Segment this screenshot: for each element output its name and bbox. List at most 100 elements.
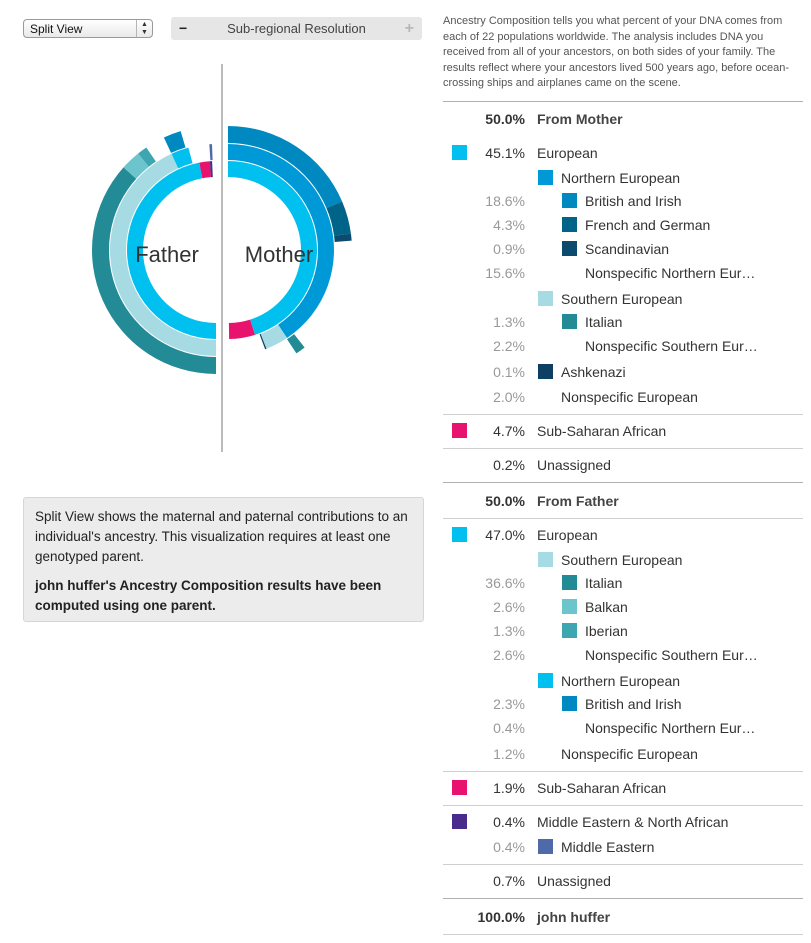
father-iberian-arc[interactable]: [138, 147, 156, 167]
table-row[interactable]: 0.1% Ashkenazi: [443, 360, 803, 384]
table-row[interactable]: 1.3% Iberian: [443, 619, 803, 643]
color-swatch: [562, 241, 577, 256]
row-percent: 1.3%: [493, 623, 525, 639]
color-swatch: [562, 217, 577, 232]
color-swatch: [538, 364, 553, 379]
select-arrows-icon: ▲ ▼: [136, 20, 152, 37]
table-row[interactable]: 1.9% Sub-Saharan African: [443, 776, 803, 800]
row-percent: 36.6%: [485, 575, 525, 591]
mother-french-german-arc[interactable]: [326, 201, 351, 236]
father-balkan-arc[interactable]: [123, 153, 149, 179]
color-swatch: [452, 423, 467, 438]
row-label: Nonspecific Northern Eur…: [585, 265, 756, 281]
mother-scandinavian-arc[interactable]: [334, 233, 352, 242]
color-swatch: [452, 780, 467, 795]
father-label: Father: [135, 242, 199, 267]
row-label: Nonspecific European: [561, 389, 698, 405]
row-percent: 0.9%: [493, 241, 525, 257]
table-row[interactable]: 2.3% British and Irish: [443, 692, 803, 716]
sunburst-svg: Father Mother: [91, 64, 352, 452]
row-label: From Mother: [537, 111, 623, 127]
table-row[interactable]: 2.6% Balkan: [443, 595, 803, 619]
row-percent: 2.0%: [493, 389, 525, 405]
table-row[interactable]: 36.6% Italian: [443, 571, 803, 595]
table-row[interactable]: 0.4% Nonspecific Northern Eur…: [443, 716, 803, 740]
row-label: European: [537, 145, 598, 161]
row-percent: 0.7%: [493, 873, 525, 889]
row-label: European: [537, 527, 598, 543]
table-row[interactable]: Southern European: [443, 287, 803, 311]
color-swatch: [452, 814, 467, 829]
father-southern-european-arc[interactable]: [109, 153, 216, 356]
father-sub-saharan-arc[interactable]: [199, 161, 211, 179]
table-row[interactable]: 0.4% Middle Eastern & North African: [443, 810, 803, 834]
table-row[interactable]: Southern European: [443, 548, 803, 572]
row-percent: 18.6%: [485, 193, 525, 209]
row-label: Ashkenazi: [561, 364, 626, 380]
row-percent: 1.2%: [493, 746, 525, 762]
row-percent: 2.2%: [493, 338, 525, 354]
row-label: Southern European: [561, 291, 683, 307]
increase-resolution-button[interactable]: +: [404, 20, 414, 37]
table-row[interactable]: 0.9% Scandinavian: [443, 237, 803, 261]
table-row[interactable]: 0.4% Middle Eastern: [443, 835, 803, 859]
table-separator: [443, 934, 803, 935]
view-select-value: Split View: [30, 22, 83, 36]
father-northern-european-arc[interactable]: [171, 147, 193, 169]
father-middle-eastern-sub-arc[interactable]: [209, 144, 213, 161]
father-middle-eastern-arc[interactable]: [209, 161, 213, 178]
mother-southern-european-arc[interactable]: [260, 324, 288, 349]
table-row[interactable]: 4.3% French and German: [443, 213, 803, 237]
view-select[interactable]: Split View ▲ ▼: [23, 19, 153, 38]
table-row[interactable]: 47.0% European: [443, 523, 803, 547]
mother-northern-european-arc[interactable]: [228, 144, 334, 339]
row-label: Northern European: [561, 673, 681, 689]
table-row[interactable]: 2.6% Nonspecific Southern Eur…: [443, 643, 803, 667]
father-british-irish-arc[interactable]: [163, 131, 186, 153]
row-label: Unassigned: [537, 873, 611, 889]
table-separator: [443, 414, 803, 415]
row-percent: 1.9%: [493, 780, 525, 796]
table-row[interactable]: 0.7% Unassigned: [443, 869, 803, 893]
mother-label: Mother: [245, 242, 313, 267]
mother-italian-arc[interactable]: [287, 334, 305, 354]
table-row[interactable]: 0.2% Unassigned: [443, 453, 803, 477]
row-label: Nonspecific Northern Eur…: [585, 720, 756, 736]
mother-ashkenazi-arc[interactable]: [259, 333, 267, 350]
mother-european-arc[interactable]: [228, 161, 317, 335]
row-percent: 15.6%: [485, 265, 525, 281]
decrease-resolution-button[interactable]: −: [179, 20, 188, 36]
father-european-arc[interactable]: [127, 162, 216, 339]
row-percent: 2.6%: [493, 599, 525, 615]
row-percent: 0.4%: [493, 814, 525, 830]
table-row[interactable]: Northern European: [443, 669, 803, 693]
table-row[interactable]: 1.2% Nonspecific European: [443, 742, 803, 766]
row-label: Sub-Saharan African: [537, 423, 667, 439]
table-heading-row: 50.0% From Mother: [443, 107, 803, 131]
table-row[interactable]: 2.2% Nonspecific Southern Eur…: [443, 334, 803, 358]
table-row[interactable]: 2.0% Nonspecific European: [443, 385, 803, 409]
table-row[interactable]: 45.1% European: [443, 141, 803, 165]
split-view-info-box: Split View shows the maternal and patern…: [23, 497, 424, 622]
row-label: Southern European: [561, 552, 683, 568]
row-percent: 0.4%: [493, 839, 525, 855]
row-label: Nonspecific European: [561, 746, 698, 762]
father-italian-arc[interactable]: [91, 167, 216, 374]
row-percent: 0.1%: [493, 364, 525, 380]
resolution-slider[interactable]: − Sub-regional Resolution +: [171, 17, 422, 40]
table-row[interactable]: Northern European: [443, 166, 803, 190]
table-row[interactable]: 4.7% Sub-Saharan African: [443, 419, 803, 443]
mother-british-irish-arc[interactable]: [228, 126, 343, 209]
table-row[interactable]: 15.6% Nonspecific Northern Eur…: [443, 261, 803, 285]
table-row[interactable]: 18.6% British and Irish: [443, 189, 803, 213]
color-swatch: [562, 623, 577, 638]
row-percent: 2.6%: [493, 647, 525, 663]
row-label: British and Irish: [585, 193, 682, 209]
table-row[interactable]: 1.3% Italian: [443, 310, 803, 334]
color-swatch: [538, 170, 553, 185]
info-bold-text: john huffer's Ancestry Composition resul…: [35, 578, 382, 613]
row-label: Scandinavian: [585, 241, 670, 257]
mother-sub-saharan-arc[interactable]: [228, 319, 255, 339]
row-label: Balkan: [585, 599, 628, 615]
table-separator: [443, 771, 803, 772]
